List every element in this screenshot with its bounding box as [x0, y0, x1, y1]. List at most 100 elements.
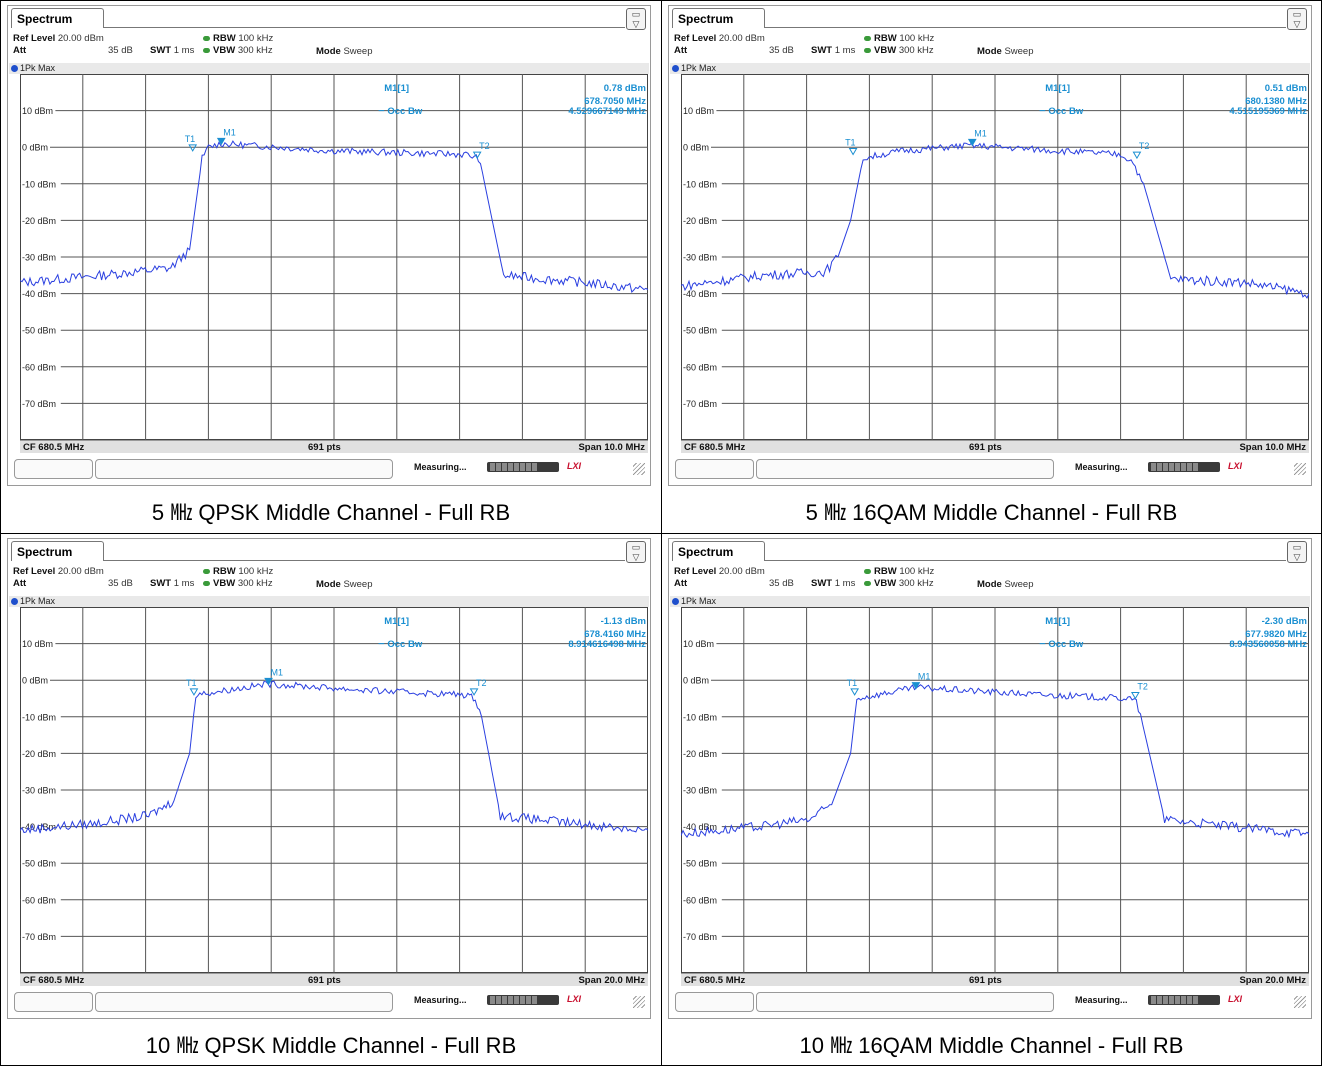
resize-grip-icon[interactable] [633, 996, 645, 1008]
sweep-progress-bar [487, 995, 559, 1005]
y-tick-label: -10 dBm [683, 179, 717, 189]
mode-label: Mode [977, 46, 1002, 57]
y-tick-label: -60 dBm [22, 895, 56, 905]
marker-label: T1 [845, 138, 856, 148]
y-tick-label: -70 dBm [683, 932, 717, 942]
y-tick-label: -70 dBm [683, 399, 717, 409]
plot-footer: CF 680.5 MHz 691 pts Span 10.0 MHz [20, 440, 648, 453]
spectrum-tab[interactable]: Spectrum [672, 541, 765, 561]
spectrum-tab[interactable]: Spectrum [672, 8, 765, 28]
rbw-coupled-icon [864, 568, 871, 574]
lxi-logo: LXI [1228, 461, 1243, 471]
display-toggle-icon[interactable]: ▭ ▽ [626, 541, 646, 563]
spectrum-screenshot: Spectrum ▭ ▽ Ref Level 20.00 dBm Att 35 d… [7, 538, 651, 1019]
y-tick-label: -20 dBm [683, 216, 717, 226]
y-tick-label: 10 dBm [683, 639, 714, 649]
mode-value: Sweep [343, 579, 373, 590]
resize-grip-icon[interactable] [1294, 996, 1306, 1008]
y-tick-label: -50 dBm [683, 326, 717, 336]
status-field-message[interactable] [95, 459, 393, 479]
mode-label: Mode [316, 579, 341, 590]
marker-m1-icon[interactable] [264, 677, 273, 686]
occ-bw-label: Occ Bw [1048, 106, 1083, 117]
lxi-logo: LXI [1228, 994, 1243, 1004]
att-value: 35 dB [769, 45, 794, 56]
status-field-left[interactable] [675, 992, 754, 1012]
status-field-left[interactable] [675, 459, 754, 479]
display-toggle-icon[interactable]: ▭ ▽ [626, 8, 646, 30]
swt-value: 1 ms [173, 578, 195, 589]
ref-level-label: Ref Level [674, 566, 717, 577]
marker-t1-icon[interactable] [188, 144, 198, 152]
ref-level-label: Ref Level [674, 33, 717, 44]
span-value: Span 10.0 MHz [1239, 442, 1306, 453]
resize-grip-icon[interactable] [633, 463, 645, 475]
y-tick-label: -10 dBm [22, 179, 56, 189]
marker-t2-icon[interactable] [1130, 692, 1140, 700]
y-tick-label: -50 dBm [683, 859, 717, 869]
marker-t2-icon[interactable] [469, 688, 479, 696]
y-tick-label: 0 dBm [683, 676, 709, 686]
marker-m1-icon[interactable] [911, 682, 921, 690]
rbw-label: RBW [213, 566, 236, 577]
display-toggle-icon[interactable]: ▭ ▽ [1287, 541, 1307, 563]
marker-m1-icon[interactable] [216, 137, 226, 146]
display-toggle-icon[interactable]: ▭ ▽ [1287, 8, 1307, 30]
spectrum-screenshot: Spectrum ▭ ▽ Ref Level 20.00 dBm Att 35 d… [668, 538, 1312, 1019]
att-value: 35 dB [108, 45, 133, 56]
trace-label: 1Pk Max [20, 63, 56, 73]
measuring-status: Measuring... [414, 995, 467, 1005]
marker-t2-icon[interactable] [472, 151, 482, 160]
marker-m1-icon[interactable] [967, 138, 977, 147]
att-label: Att [674, 578, 688, 589]
marker-t2-icon[interactable] [1132, 151, 1142, 160]
status-field-left[interactable] [14, 459, 93, 479]
sweep-points: 691 pts [308, 442, 341, 453]
rbw-coupled-icon [864, 35, 871, 41]
trace-bar: 1Pk Max [9, 63, 649, 74]
marker-t1-icon[interactable] [848, 148, 858, 156]
y-tick-label: -20 dBm [683, 749, 717, 759]
marker-level-value: -2.30 dBm [1262, 616, 1307, 627]
status-field-message[interactable] [756, 459, 1054, 479]
status-field-left[interactable] [14, 992, 93, 1012]
marker-frequency-value: 678.4160 MHz [584, 629, 646, 640]
spectrum-screenshot: Spectrum ▭ ▽ Ref Level 20.00 dBm Att 35 d… [7, 5, 651, 486]
vbw-coupled-icon [864, 47, 871, 53]
marker-t1-icon[interactable] [189, 688, 199, 696]
trace-indicator-icon [11, 598, 18, 605]
y-tick-label: -60 dBm [683, 362, 717, 372]
resize-grip-icon[interactable] [1294, 463, 1306, 475]
panel-caption: 10 ㎒ QPSK Middle Channel - Full RB [145, 1033, 517, 1058]
spectrum-tab[interactable]: Spectrum [11, 8, 104, 28]
y-tick-label: -40 dBm [683, 289, 717, 299]
y-tick-label: -50 dBm [22, 326, 56, 336]
marker-level-value: -1.13 dBm [601, 616, 646, 627]
y-tick-label: -40 dBm [22, 289, 56, 299]
marker-level-value: 0.51 dBm [1265, 83, 1307, 94]
trace-line [681, 141, 1309, 299]
trace-indicator-icon [672, 65, 679, 72]
plot-footer: CF 680.5 MHz 691 pts Span 10.0 MHz [681, 440, 1309, 453]
status-field-message[interactable] [756, 992, 1054, 1012]
swt-label: SWT [150, 578, 172, 589]
status-bar: Measuring... LXI [670, 990, 1310, 1014]
status-field-message[interactable] [95, 992, 393, 1012]
marker-label: T1 [185, 134, 196, 144]
swt-label: SWT [150, 45, 172, 56]
marker-t1-icon[interactable] [850, 688, 860, 696]
sweep-progress-bar [1148, 995, 1220, 1005]
occupied-bandwidth-value: 4.515195369 MHz [1229, 106, 1307, 117]
spectrum-tab[interactable]: Spectrum [11, 541, 104, 561]
swt-value: 1 ms [173, 45, 195, 56]
rbw-label: RBW [874, 33, 897, 44]
sweep-points: 691 pts [308, 975, 341, 986]
trace-bar: 1Pk Max [9, 596, 649, 607]
center-frequency: CF 680.5 MHz [23, 975, 85, 986]
trace-line [20, 140, 648, 293]
marker-label: M1 [271, 667, 284, 677]
